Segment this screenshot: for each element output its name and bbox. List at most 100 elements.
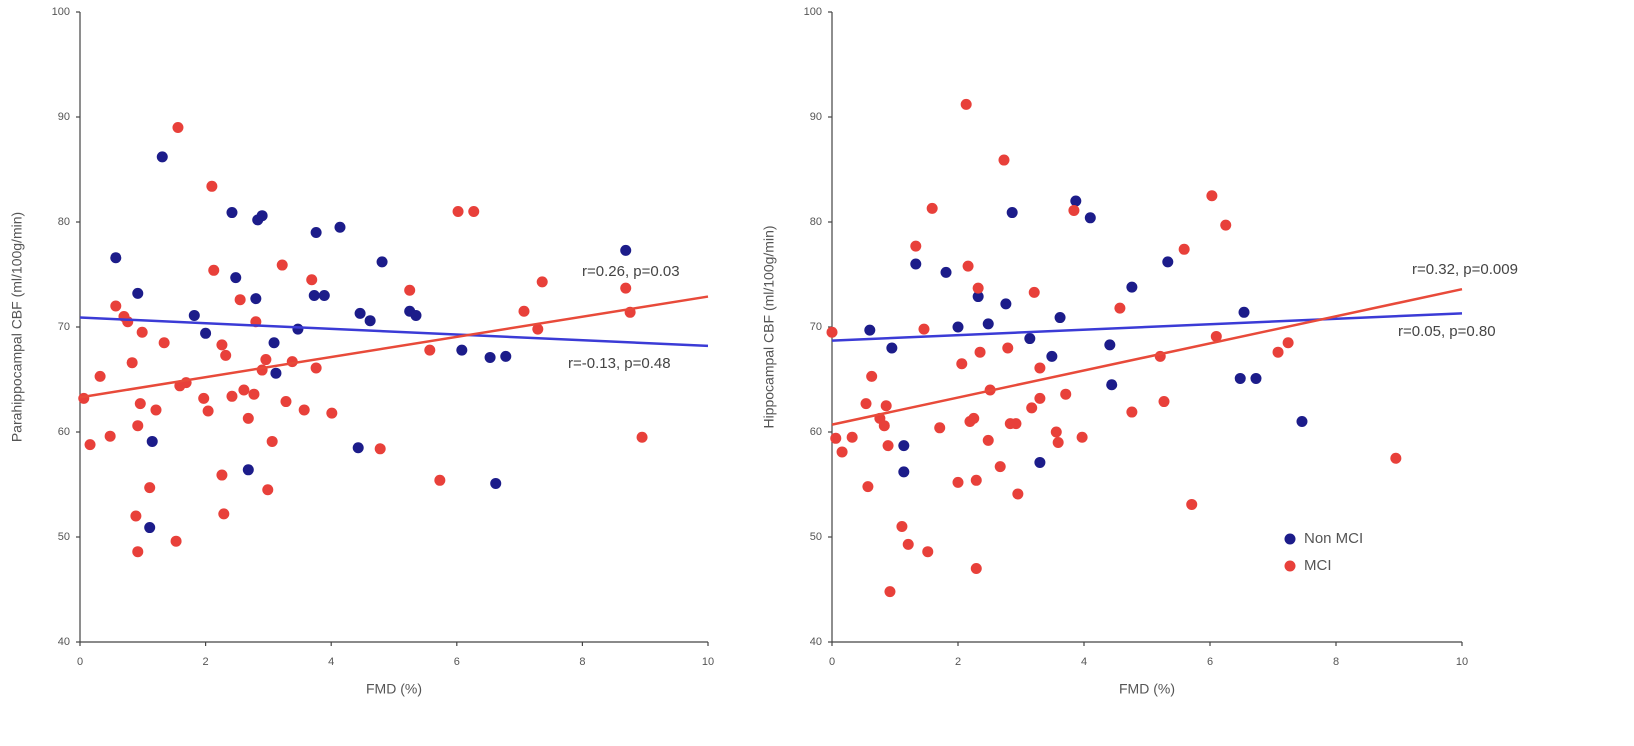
data-point [878, 420, 890, 432]
data-point [490, 477, 502, 489]
data-point [866, 370, 878, 382]
y-tick-label: 60 [810, 426, 822, 438]
data-point [884, 586, 896, 598]
data-point [1034, 456, 1046, 468]
x-tick-label: 6 [1207, 656, 1213, 668]
data-point [226, 390, 238, 402]
data-point [968, 412, 980, 424]
data-point [134, 398, 146, 410]
data-point [310, 362, 322, 374]
data-point [1054, 312, 1066, 324]
data-point [216, 469, 228, 481]
data-point [456, 344, 468, 356]
data-point [1000, 298, 1012, 310]
data-point [1002, 342, 1014, 354]
data-point [248, 388, 260, 400]
annotation: r=0.05, p=0.80 [1398, 323, 1496, 340]
y-tick-label: 70 [810, 321, 822, 333]
data-point [1178, 243, 1190, 255]
data-point [910, 258, 922, 270]
data-point [216, 339, 228, 351]
data-point [132, 287, 144, 299]
data-point [256, 364, 268, 376]
y-tick-label: 100 [52, 6, 70, 18]
data-point [132, 420, 144, 432]
data-point [536, 276, 548, 288]
data-point [886, 342, 898, 354]
data-point [1234, 372, 1246, 384]
data-point [620, 244, 632, 256]
data-point [188, 309, 200, 321]
data-point [376, 256, 388, 268]
y-axis-label: Parahippocampal CBF (ml/100g/min) [9, 212, 25, 442]
data-point [1026, 402, 1038, 414]
data-point [1070, 195, 1082, 207]
data-point [126, 357, 138, 369]
data-point [172, 122, 184, 133]
y-tick-label: 100 [804, 6, 822, 18]
data-point [1024, 333, 1036, 345]
data-point [960, 98, 972, 110]
x-axis-label: FMD (%) [366, 681, 422, 697]
x-tick-label: 4 [1081, 656, 1087, 668]
data-point [882, 440, 894, 452]
y-tick-label: 90 [58, 111, 70, 123]
data-point [1012, 488, 1024, 500]
data-point [970, 563, 982, 574]
data-point [1060, 388, 1072, 400]
data-point [1126, 406, 1138, 418]
data-point [262, 484, 274, 496]
data-point [1104, 339, 1116, 351]
x-tick-label: 8 [579, 656, 585, 668]
data-point [846, 431, 858, 443]
data-point [354, 307, 366, 319]
data-point [104, 430, 116, 442]
data-point [1162, 256, 1174, 268]
data-point [260, 354, 272, 366]
data-point [434, 474, 446, 486]
data-point [1050, 426, 1062, 438]
data-point [334, 221, 346, 233]
data-point [310, 227, 322, 238]
data-point [242, 464, 254, 476]
data-point [144, 522, 156, 534]
x-tick-label: 0 [829, 656, 835, 668]
data-point [220, 349, 232, 361]
data-point [256, 210, 268, 222]
data-point [78, 392, 90, 404]
y-axis-label: Hippocampal CBF (ml/100g/min) [761, 225, 777, 428]
data-point [364, 315, 376, 327]
y-tick-label: 50 [810, 531, 822, 543]
data-point [1126, 281, 1138, 293]
data-point [956, 358, 968, 370]
data-point [404, 284, 416, 296]
data-point [268, 337, 280, 349]
y-tick-label: 70 [58, 321, 70, 333]
data-point [972, 282, 984, 294]
x-tick-label: 10 [702, 656, 714, 668]
annotation: r=-0.13, p=0.48 [568, 355, 671, 372]
data-point [202, 405, 214, 417]
data-point [200, 327, 212, 339]
data-point [144, 482, 156, 494]
data-point [242, 412, 254, 424]
data-point [110, 300, 122, 312]
data-point [898, 440, 910, 452]
trend-line [831, 287, 1463, 426]
data-point [156, 151, 168, 163]
data-point [864, 324, 876, 336]
data-point [952, 321, 964, 333]
y-tick-label: 80 [58, 216, 70, 228]
data-point [132, 546, 144, 558]
data-point [208, 264, 220, 276]
data-point [270, 367, 282, 379]
data-point [1114, 302, 1126, 314]
data-point [326, 407, 338, 419]
data-point [862, 481, 874, 493]
x-tick-label: 0 [77, 656, 83, 668]
data-point [998, 154, 1010, 166]
annotation: r=0.26, p=0.03 [582, 263, 680, 280]
data-point [218, 508, 230, 520]
data-point [276, 259, 288, 271]
data-point [374, 443, 386, 455]
